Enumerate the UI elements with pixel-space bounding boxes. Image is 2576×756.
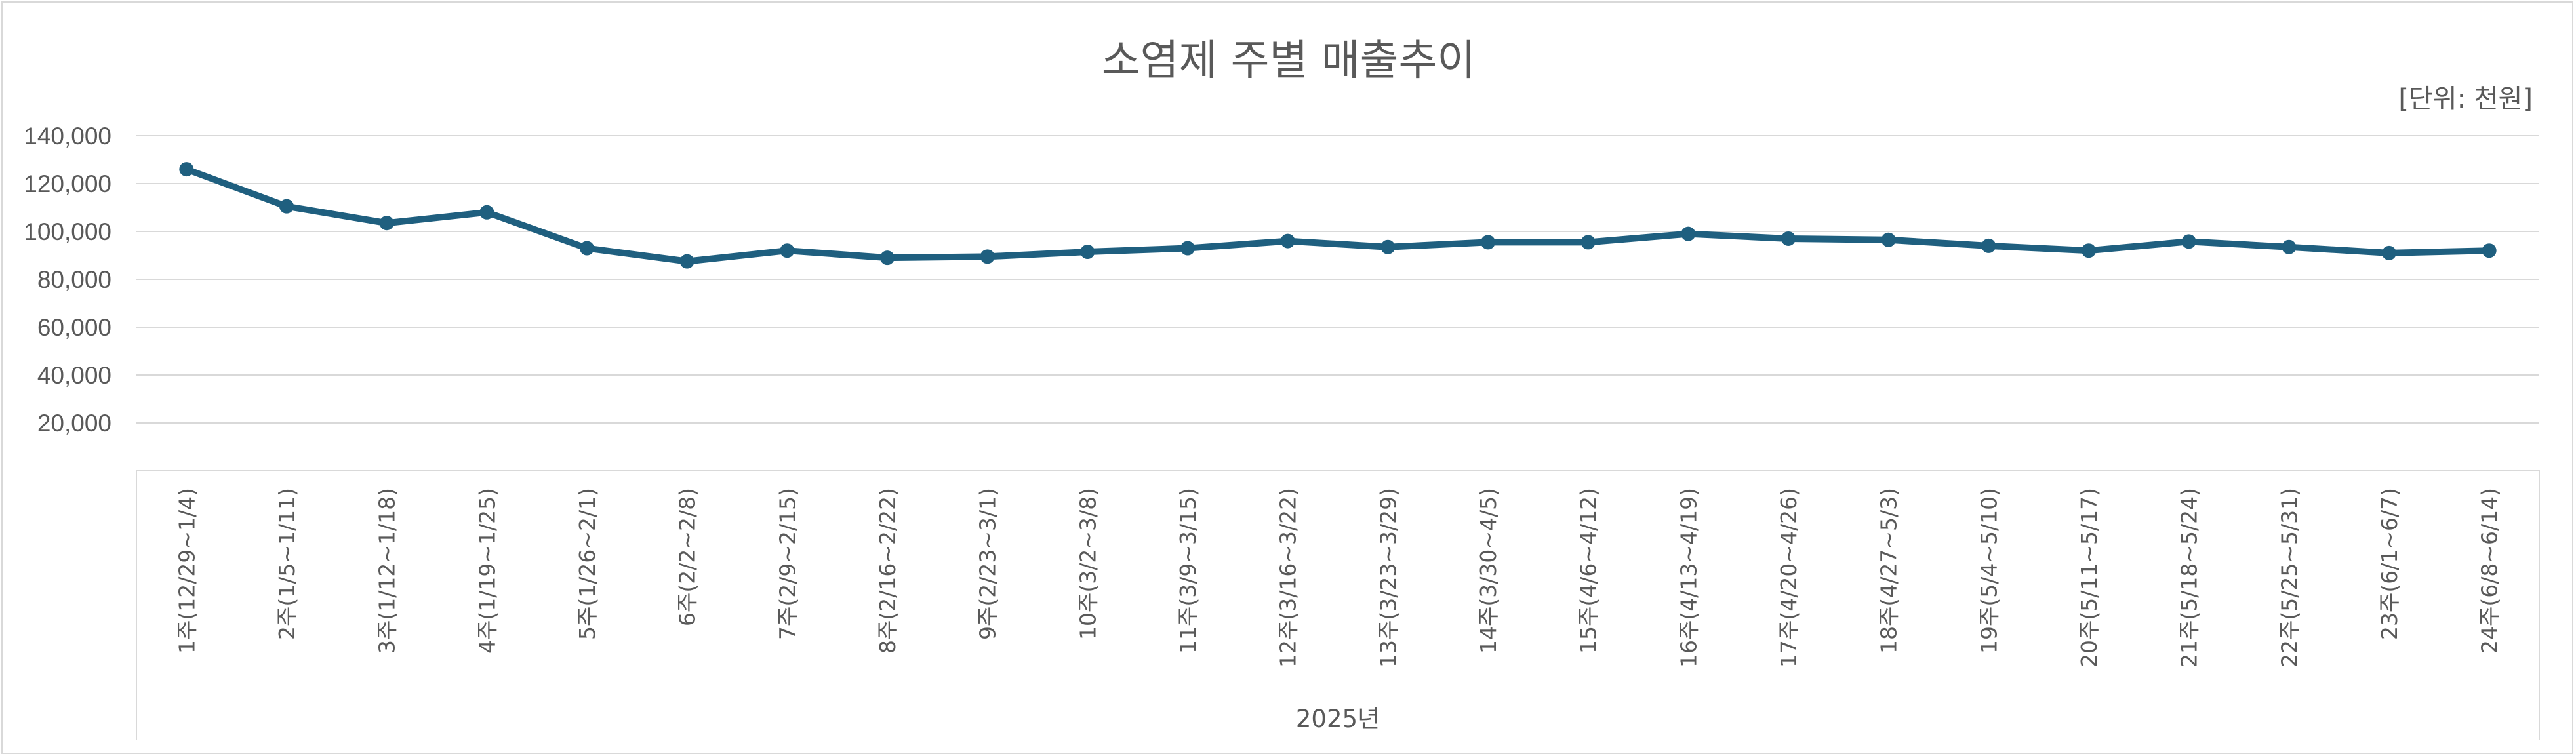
gridlines [136,135,2539,424]
y-tick-label: 80,000 [37,266,111,293]
data-point [379,216,394,231]
y-tick-label: 100,000 [24,218,111,245]
data-point [1280,233,1295,249]
data-point [1380,239,1396,254]
data-point [2282,239,2297,254]
x-tick-label: 10주(3/2~3/8) [1075,488,1100,640]
data-point [2082,243,2096,258]
data-point [2482,243,2497,258]
x-tick-label: 9주(2/23~3/1) [975,488,1001,640]
data-point [580,241,594,256]
x-tick-label: 5주(1/26~2/1) [574,488,600,640]
series-line [183,166,2493,265]
y-tick-label: 20,000 [37,410,111,437]
x-tick-label: 19주(5/4~5/10) [1976,488,2002,654]
y-tick-label: 40,000 [37,362,111,389]
x-tick-label: 13주(3/23~3/29) [1375,488,1401,667]
data-point [2382,245,2396,260]
data-point [479,205,494,220]
x-tick-label: 2주(1/5~1/11) [274,488,300,640]
x-tick-label: 1주(12/29~1/4) [174,488,199,654]
x-tick-label: 4주(1/19~1/25) [474,488,500,654]
data-point [1580,235,1596,250]
x-tick-label: 3주(1/12~1/18) [374,488,400,654]
x-axis-line [136,470,2540,740]
y-tick-label: 140,000 [24,123,111,149]
x-tick-label: 23주(6/1~6/7) [2377,488,2402,640]
data-point [780,243,795,258]
x-tick-label: 16주(4/13~4/19) [1676,488,1701,667]
x-axis [136,470,2540,740]
x-tick-label: 6주(2/2~2/8) [675,488,700,626]
x-tick-label: 24주(6/8~6/14) [2477,488,2503,654]
x-axis-ticks: 1주(12/29~1/4) 2주(1/5~1/11) 3주(1/12~1/18) 4주… [174,488,2502,667]
data-point [2181,234,2196,249]
y-tick-label: 120,000 [24,170,111,197]
data-point [1881,232,1896,247]
data-point [1180,241,1195,256]
data-point [980,249,995,264]
y-axis-ticks: 140,000 120,000 100,000 80,000 60,000 40,000 2… [24,123,111,437]
unit-label: [단위: 천원] [2398,84,2533,114]
data-point [1080,245,1095,260]
x-tick-label: 17주(4/20~4/26) [1776,488,1801,667]
data-point [1481,235,1495,250]
y-tick-label: 60,000 [37,314,111,341]
x-axis-title: 2025년 [1296,705,1380,733]
x-tick-label: 12주(3/16~3/22) [1276,488,1301,667]
x-tick-label: 14주(3/30~4/5) [1476,488,1501,654]
data-point [1781,231,1796,246]
data-point [179,162,194,177]
x-tick-label: 7주(2/9~2/15) [775,488,800,640]
x-tick-label: 11주(3/9~3/15) [1175,488,1201,654]
series-layer [179,162,2497,269]
x-tick-label: 20주(5/11~5/17) [2076,488,2102,667]
x-tick-label: 15주(4/6~4/12) [1576,488,1601,654]
x-tick-label: 22주(5/25~5/31) [2276,488,2302,667]
data-point [279,199,294,214]
data-point [880,250,895,266]
chart-title: 소염제 주별 매출추이 [1102,37,1476,85]
x-tick-label: 18주(4/27~5/3) [1876,488,1902,654]
data-point [679,254,694,269]
data-point [1681,226,1696,241]
x-tick-label: 21주(5/18~5/24) [2177,488,2202,667]
data-point [1981,238,1996,253]
x-tick-label: 8주(2/16~2/22) [875,488,900,654]
line-chart: 소염제 주별 매출추이 [단위: 천원] 140,000 120,000 100,0… [24,37,2540,740]
